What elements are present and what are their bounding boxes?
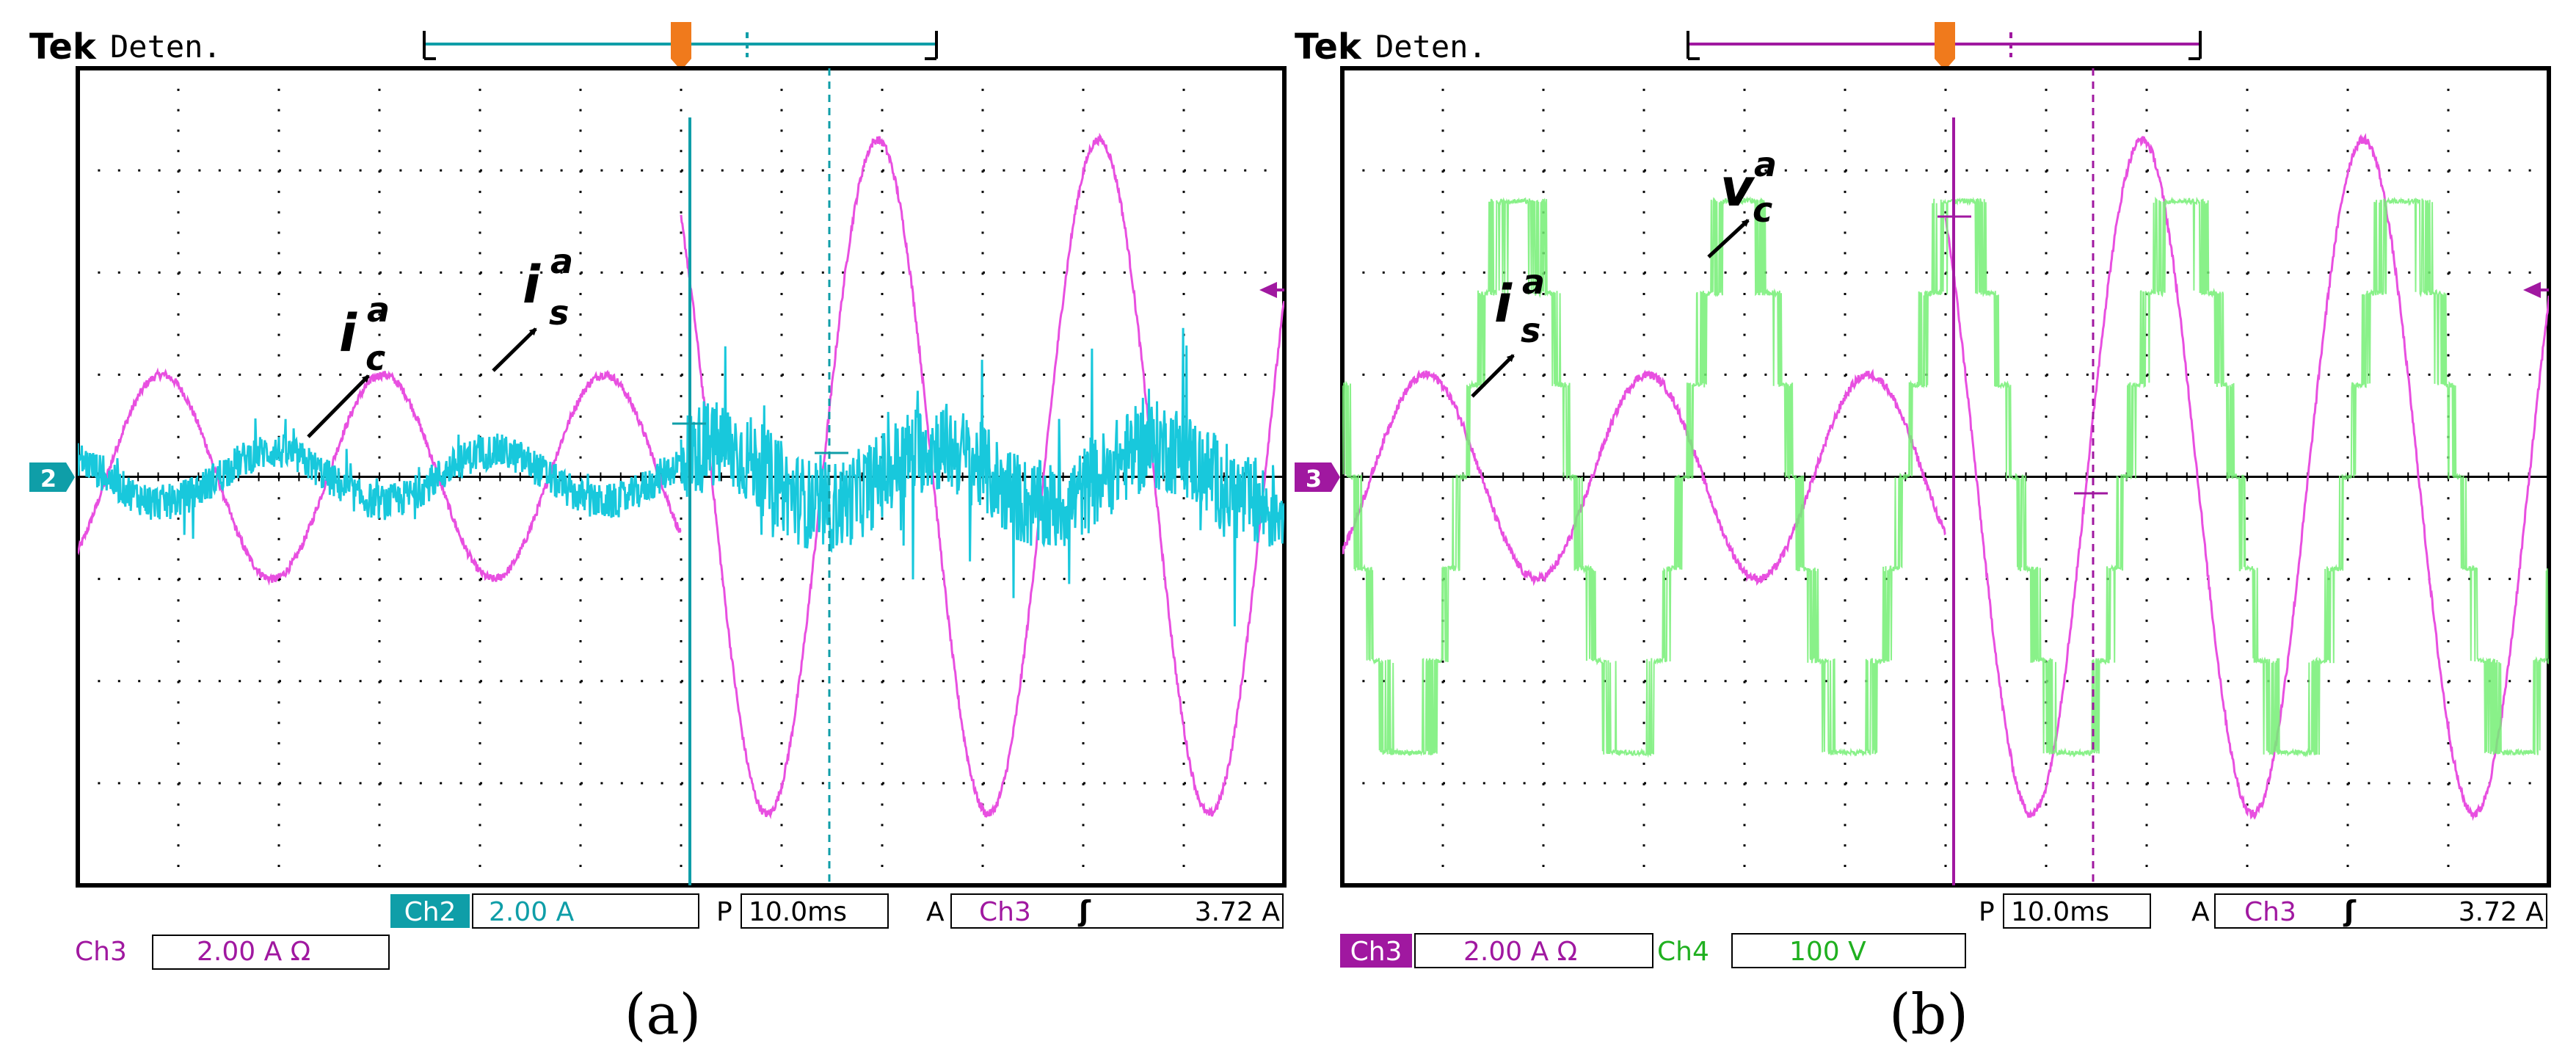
brand-label: Tek bbox=[29, 26, 97, 68]
p-label: P bbox=[1979, 897, 1995, 927]
label-is-sup: a bbox=[1522, 262, 1545, 302]
series-ch4 bbox=[1342, 195, 2549, 758]
label-ic: i a c bbox=[339, 290, 390, 378]
label-is: i a s bbox=[523, 242, 573, 333]
trigger-channel: Ch3 bbox=[979, 897, 1031, 927]
traces bbox=[1342, 133, 2549, 821]
label-is-base: i bbox=[1494, 274, 1513, 334]
trace-ch2-segment bbox=[680, 327, 1284, 627]
channel-3-ground-marker: 3 bbox=[1295, 462, 1340, 493]
caption-a: (a) bbox=[625, 982, 702, 1047]
ch3-value: 2.00 A Ω bbox=[1463, 937, 1577, 967]
trace-ch3-segment bbox=[78, 367, 682, 586]
level-arrow-icon bbox=[1259, 282, 1277, 298]
arrow-is bbox=[1471, 354, 1515, 398]
timebase-value: 10.0ms bbox=[2011, 897, 2109, 927]
ch4-label: Ch4 bbox=[1657, 937, 1709, 967]
footer-row-1: Ch2 2.00 A P 10.0ms A Ch3 ʃ 3.72 A bbox=[390, 893, 1284, 929]
ch2-label: Ch2 bbox=[404, 897, 456, 927]
label-ic-base: i bbox=[339, 303, 357, 363]
trace-ch3-segment bbox=[1342, 369, 1946, 587]
trigger-level: 3.72 A bbox=[1195, 897, 1281, 927]
status-label: Deten. bbox=[110, 29, 222, 65]
channel-marker-label: 3 bbox=[1306, 465, 1322, 493]
arrow-ic bbox=[307, 374, 370, 438]
channel-2-ground-marker: 2 bbox=[29, 462, 75, 493]
trace-ch2-segment bbox=[78, 418, 683, 539]
trigger-level: 3.72 A bbox=[2459, 897, 2544, 927]
ch2-value: 2.00 A bbox=[489, 897, 575, 927]
label-vc-sub: c bbox=[1753, 190, 1772, 230]
timebase-value: 10.0ms bbox=[749, 897, 847, 927]
label-is-base: i bbox=[523, 255, 541, 315]
trigger-channel: Ch3 bbox=[2244, 897, 2296, 927]
footer-row-1: P 10.0ms A Ch3 ʃ 3.72 A bbox=[1979, 893, 2547, 929]
footer-row-2: Ch3 2.00 A Ω bbox=[75, 935, 390, 970]
channel-marker-label: 2 bbox=[40, 465, 57, 493]
label-is-sub: s bbox=[1521, 311, 1540, 350]
status-label: Deten. bbox=[1375, 29, 1487, 65]
ch3-label: Ch3 bbox=[75, 937, 127, 967]
brand-label: Tek bbox=[1295, 26, 1362, 68]
trigger-position-marker-top bbox=[1935, 22, 1955, 70]
panel-a: Tek Deten. T bbox=[29, 22, 1287, 1047]
label-ic-sup: a bbox=[367, 290, 390, 330]
label-is-sup: a bbox=[550, 242, 573, 281]
trace-ch3-segment bbox=[1944, 133, 2549, 821]
label-is: i a s bbox=[1494, 262, 1545, 350]
footer-row-2: Ch3 2.00 A Ω Ch4 100 V bbox=[1340, 933, 1966, 968]
series-ch3 bbox=[1342, 133, 2549, 821]
trigger-slope-icon: ʃ bbox=[2343, 895, 2357, 927]
caption-b: (b) bbox=[1889, 982, 1968, 1047]
label-vc-sup: a bbox=[1754, 145, 1777, 184]
label-vc-base: v bbox=[1720, 158, 1755, 218]
p-label: P bbox=[716, 897, 732, 927]
trace-ch3-segment bbox=[680, 132, 1284, 820]
label-ic-sub: c bbox=[365, 338, 385, 378]
label-vc: v a c bbox=[1720, 145, 1777, 230]
traces bbox=[78, 132, 1284, 820]
ch3-value: 2.00 A Ω bbox=[197, 937, 310, 967]
arrow-is bbox=[492, 327, 537, 372]
series-ch2 bbox=[78, 327, 1284, 627]
arrow-vc bbox=[1707, 219, 1750, 258]
series-ch3 bbox=[78, 132, 1284, 820]
ch4-value: 100 V bbox=[1789, 937, 1866, 967]
trigger-slope-icon: ʃ bbox=[1077, 895, 1091, 927]
level-arrow-icon bbox=[2523, 282, 2541, 298]
trace-ch4 bbox=[1342, 195, 2549, 758]
trigger-position-marker-top bbox=[671, 22, 691, 70]
label-is-sub: s bbox=[549, 293, 569, 333]
acq-label: A bbox=[2191, 897, 2210, 927]
acq-label: A bbox=[926, 897, 945, 927]
ch3-label: Ch3 bbox=[1350, 937, 1402, 967]
panel-b: Tek Deten. T bbox=[1295, 22, 2551, 1047]
